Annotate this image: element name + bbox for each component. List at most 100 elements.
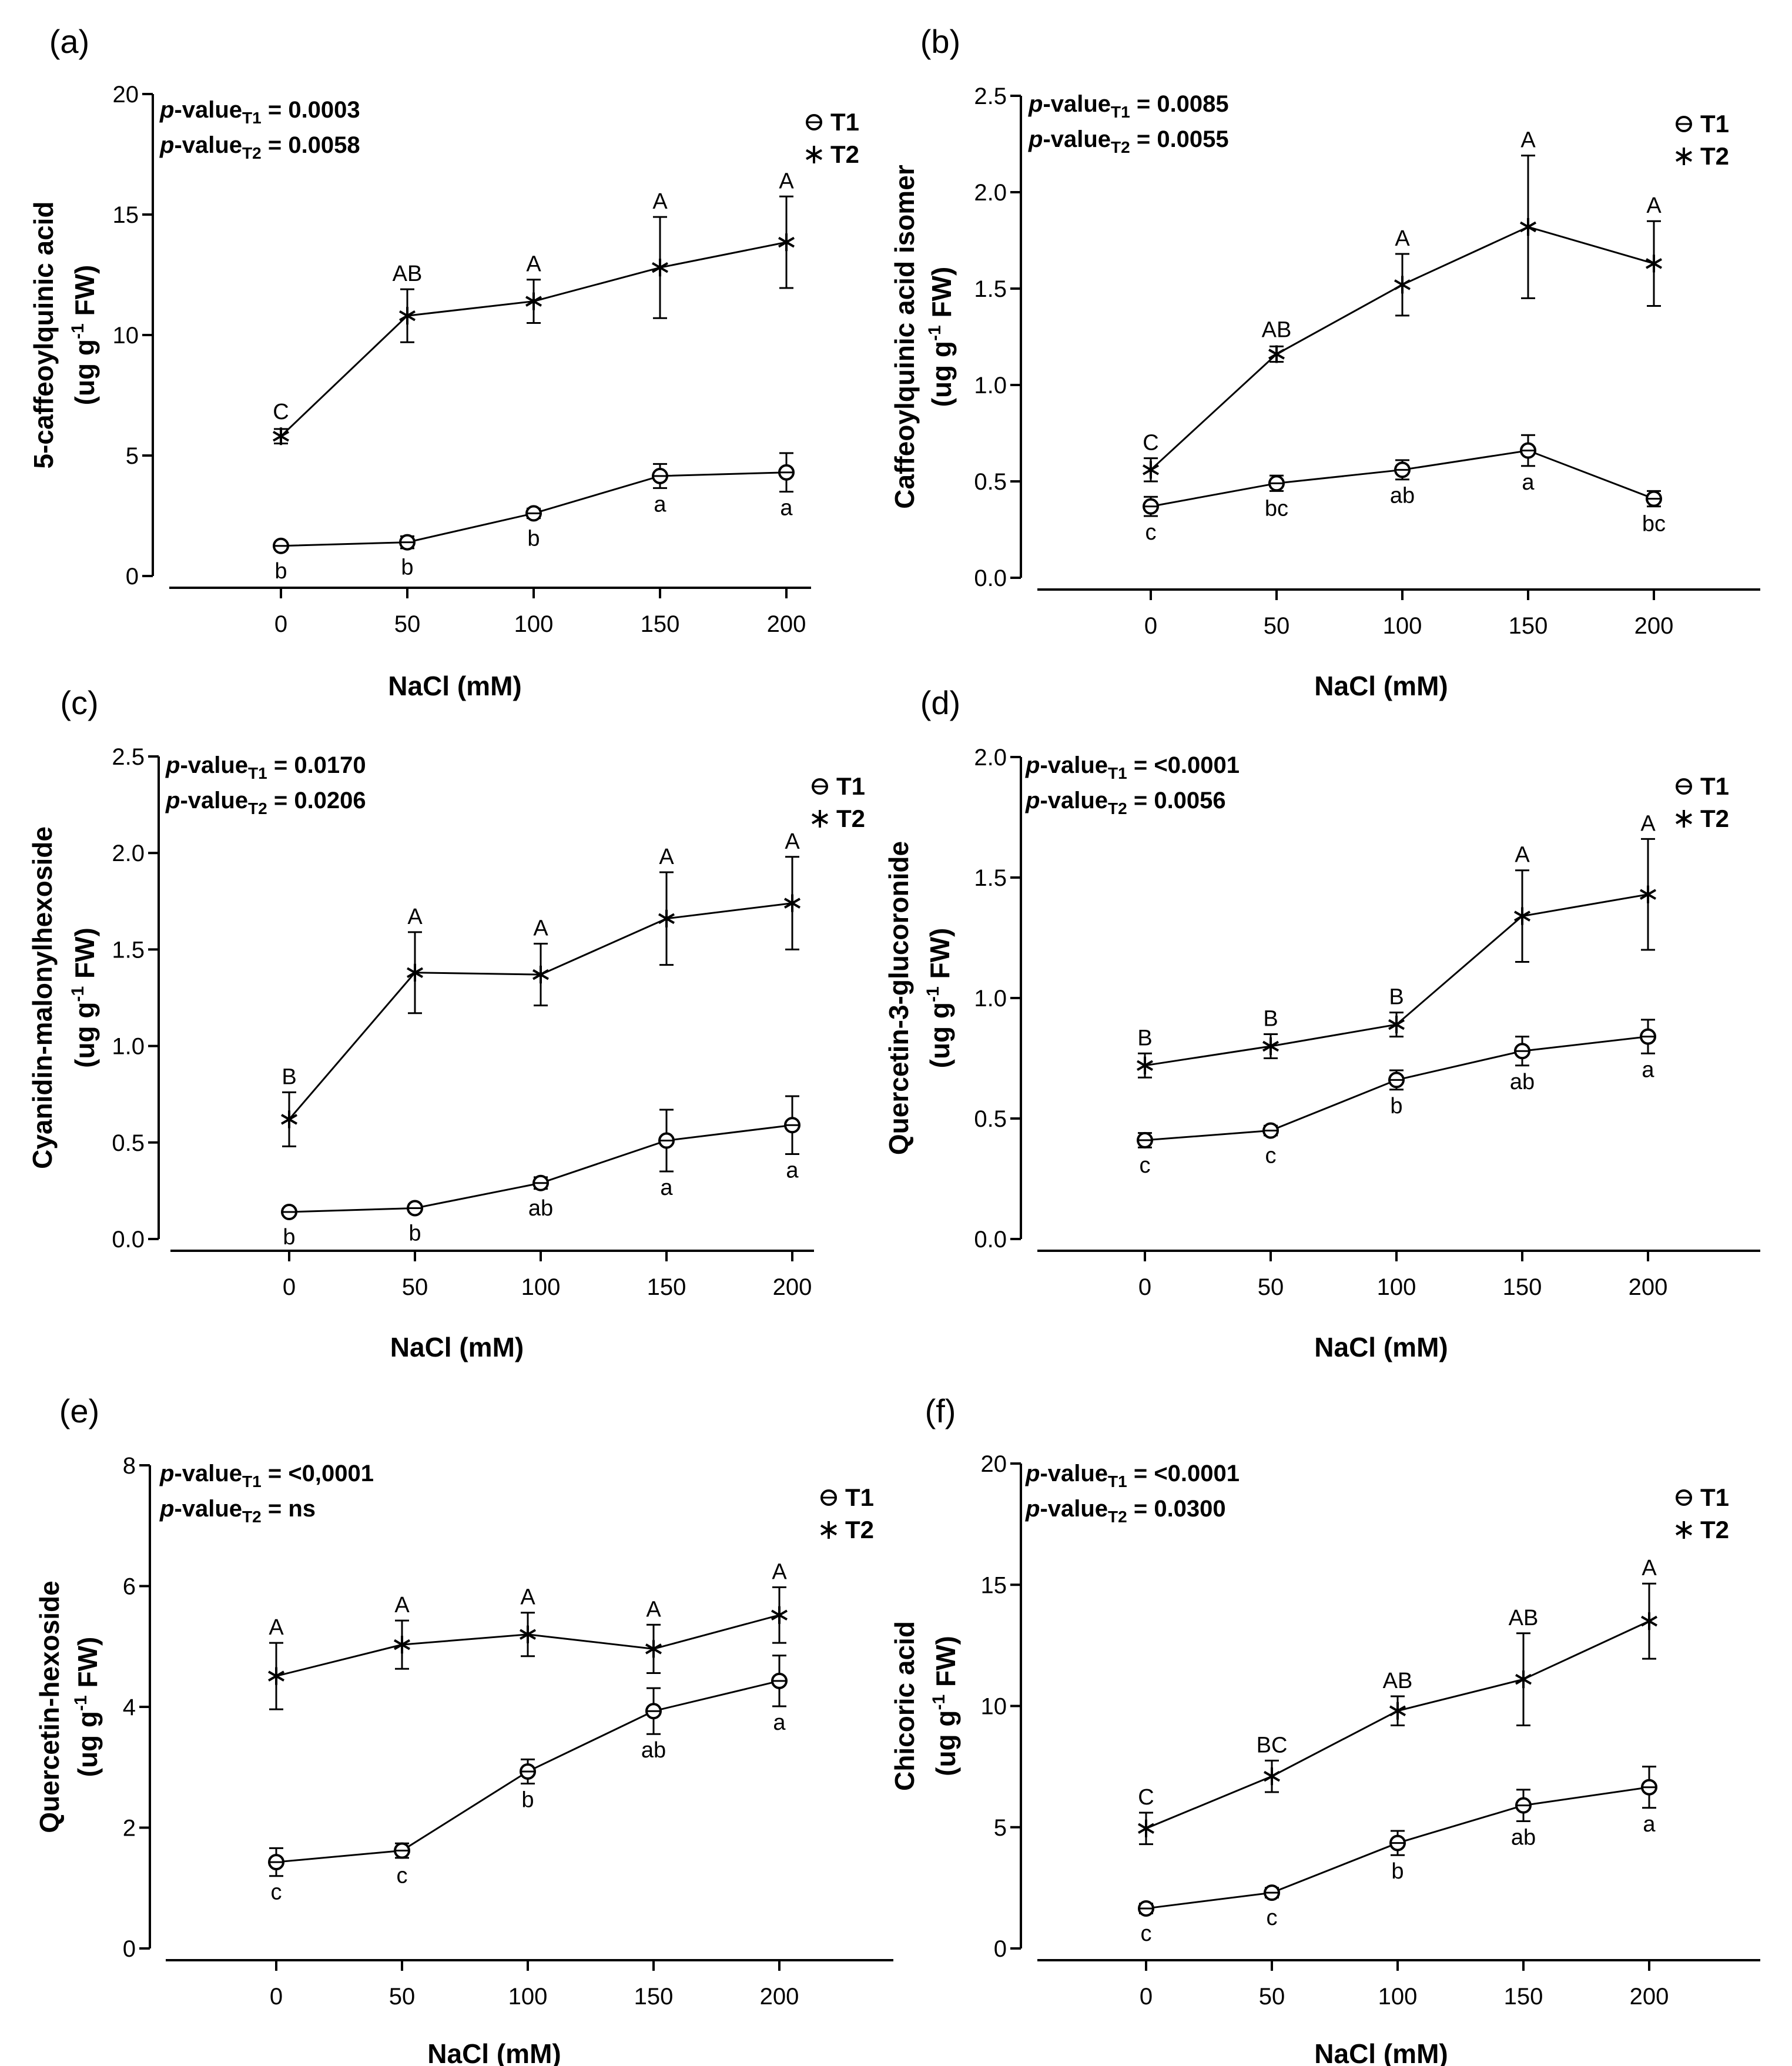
y-axis-unit: (ug g-1 FW) [68,265,100,406]
legend-marker-t1 [1676,1489,1692,1506]
data-point-t1 [771,1672,788,1689]
data-point-t2 [525,292,542,310]
y-tick-label: 0.5 [974,1106,1007,1132]
data-point-t2 [1514,907,1530,925]
y-tick-label: 5 [994,1815,1007,1841]
sig-letter-t1: c [271,1880,282,1905]
data-point-t2 [645,1640,662,1658]
x-axis-title: NaCl (mM) [1314,671,1448,701]
sig-letter-t2: B [1263,1007,1278,1032]
sig-letter-t2: A [1640,811,1656,836]
x-tick-label: 100 [514,611,554,637]
data-point-t2 [778,233,795,252]
x-tick-label: 100 [1378,1984,1418,2010]
data-point-t1 [273,537,289,554]
data-point-t2 [1264,1767,1280,1786]
panel-label: (f) [925,1392,956,1429]
chart-panel-5: (e) 0 2 4 6 8 0 50 100 150 200 NaCl (mM) Quercetin-h… [34,1392,893,2066]
y-axis-unit: (ug g-1 FW) [925,267,957,407]
y-axis-title: Quercetin-hexoside [34,1581,65,1833]
x-tick-label: 200 [1630,1984,1669,2010]
y-tick-label: 0 [123,1936,136,1962]
data-point-t1 [1264,1884,1280,1901]
data-point-t1 [1388,1071,1405,1089]
y-tick-label: 0.5 [112,1130,145,1156]
y-tick-label: 2.0 [112,841,145,866]
data-point-t2 [399,307,416,325]
p-value-t2: p-valueT2 = 0.0300 [1025,1496,1226,1526]
sig-letter-t1: b [283,1225,295,1250]
y-tick-label: 20 [113,82,139,108]
legend-label-t1: T1 [830,108,859,136]
data-point-t1 [1514,1043,1530,1060]
y-tick-label: 0.0 [112,1227,145,1253]
x-axis-title: NaCl (mM) [390,1332,524,1362]
y-tick-label: 1.0 [974,986,1007,1012]
sig-letter-t2: A [394,1593,410,1618]
sig-letter-t2: A [659,845,674,869]
sig-letter-t2: A [779,169,794,193]
legend-marker-t1 [820,1489,837,1506]
legend-marker-t2 [812,810,828,828]
x-tick-label: 0 [1138,1274,1151,1300]
x-tick-label: 50 [1259,1984,1285,2010]
p-value-t2: p-valueT2 = 0.0056 [1025,788,1226,818]
sig-letter-t1: b [274,559,287,584]
data-point-t2 [784,894,800,912]
y-tick-label: 2 [123,1816,136,1841]
sig-letter-t1: bc [1642,512,1666,537]
data-point-t2 [532,966,549,984]
y-axis-unit: (ug g-1 FW) [923,928,955,1069]
sig-letter-t2: A [772,1560,787,1585]
chart-panel-2: (b) 0.0 0.5 1.0 1.5 2.0 2.5 0 50 100 150 200 NaCl (m… [889,23,1760,701]
data-point-t1 [1262,1122,1279,1139]
x-tick-label: 0 [270,1984,283,2010]
y-tick-label: 0.5 [974,469,1007,495]
data-point-t1 [1646,490,1662,507]
sig-letter-t1: b [408,1221,421,1245]
panel-label: (e) [59,1392,99,1429]
data-point-t1 [1641,1779,1657,1796]
p-value-t2: p-valueT2 = 0.0058 [159,132,360,162]
sig-letter-t1: ab [1511,1825,1536,1850]
data-point-t1 [645,1703,662,1720]
data-point-t2 [658,909,675,927]
sig-letter-t1: c [1267,1906,1278,1930]
data-point-t2 [1389,1702,1406,1720]
sig-letter-t2: B [282,1064,296,1089]
y-tick-label: 6 [123,1574,136,1600]
x-tick-label: 200 [773,1274,812,1300]
legend-label-t1: T1 [836,772,865,800]
sig-letter-t1: bc [1265,496,1288,521]
y-tick-label: 2.5 [112,744,145,770]
sig-letter-t1: c [397,1864,408,1888]
sig-letter-t2: A [785,829,800,854]
data-point-t2 [1641,1612,1657,1630]
x-tick-label: 150 [1504,1984,1543,2010]
y-axis-title: Chicoric acid [889,1621,920,1791]
x-tick-label: 200 [1629,1274,1668,1300]
y-tick-label: 8 [123,1453,136,1479]
x-axis-title: NaCl (mM) [427,2038,561,2066]
sig-letter-t2: A [1642,1556,1657,1581]
x-tick-label: 50 [394,611,421,637]
y-tick-label: 20 [981,1451,1007,1477]
data-point-t1 [1520,442,1536,459]
x-tick-label: 50 [389,1984,416,2010]
y-tick-label: 4 [123,1695,136,1720]
sig-letter-t2: A [1520,128,1536,153]
sig-letter-t2: AB [1383,1669,1413,1693]
sig-letter-t1: a [780,496,793,521]
sig-letter-t1: ab [641,1738,666,1763]
data-point-t1 [1389,1834,1406,1851]
sig-letter-t2: AB [393,262,423,286]
sig-letter-t2: A [1515,843,1530,868]
data-point-t1 [1137,1131,1153,1148]
legend-label-t2: T2 [836,805,865,832]
sig-letter-t2: A [407,905,423,929]
x-tick-label: 0 [1144,613,1157,639]
sig-letter-t2: A [269,1615,284,1640]
y-tick-label: 1.5 [974,865,1007,891]
